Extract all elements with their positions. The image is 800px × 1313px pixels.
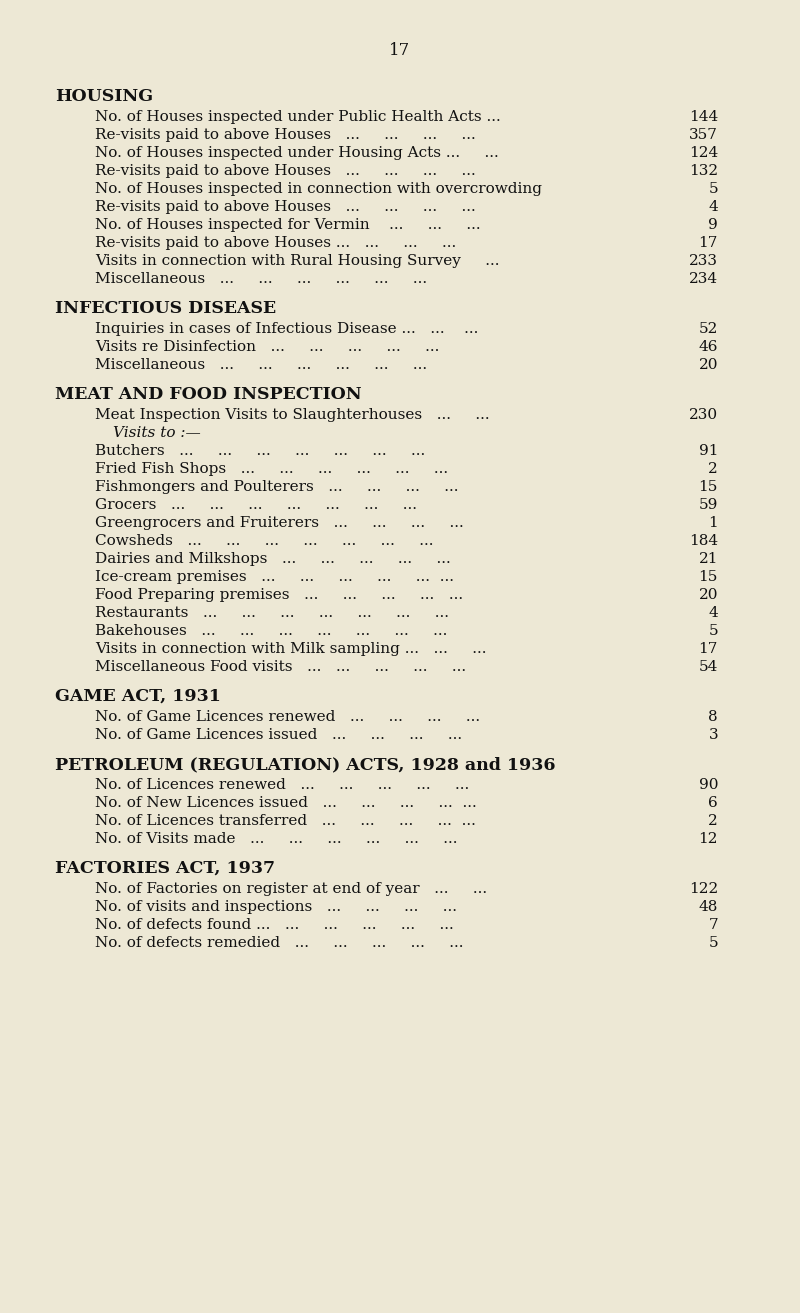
Text: HOUSING: HOUSING [55,88,153,105]
Text: Miscellaneous   ...     ...     ...     ...     ...     ...: Miscellaneous ... ... ... ... ... ... [95,272,427,286]
Text: Visits in connection with Rural Housing Survey     ...: Visits in connection with Rural Housing … [95,253,499,268]
Text: Re-visits paid to above Houses ...   ...     ...     ...: Re-visits paid to above Houses ... ... .… [95,236,456,249]
Text: 122: 122 [689,882,718,895]
Text: 15: 15 [698,481,718,494]
Text: 5: 5 [708,183,718,196]
Text: 8: 8 [708,710,718,723]
Text: 59: 59 [698,498,718,512]
Text: 21: 21 [698,551,718,566]
Text: FACTORIES ACT, 1937: FACTORIES ACT, 1937 [55,860,275,877]
Text: 5: 5 [708,624,718,638]
Text: No. of Game Licences issued   ...     ...     ...     ...: No. of Game Licences issued ... ... ... … [95,727,462,742]
Text: 54: 54 [698,660,718,674]
Text: 46: 46 [698,340,718,355]
Text: Ice-cream premises   ...     ...     ...     ...     ...  ...: Ice-cream premises ... ... ... ... ... .… [95,570,454,584]
Text: 5: 5 [708,936,718,951]
Text: No. of New Licences issued   ...     ...     ...     ...  ...: No. of New Licences issued ... ... ... .… [95,796,477,810]
Text: Restaurants   ...     ...     ...     ...     ...     ...     ...: Restaurants ... ... ... ... ... ... ... [95,607,449,620]
Text: No. of Licences renewed   ...     ...     ...     ...     ...: No. of Licences renewed ... ... ... ... … [95,779,470,792]
Text: Meat Inspection Visits to Slaughterhouses   ...     ...: Meat Inspection Visits to Slaughterhouse… [95,408,490,421]
Text: 1: 1 [708,516,718,530]
Text: Miscellaneous Food visits   ...   ...     ...     ...     ...: Miscellaneous Food visits ... ... ... ..… [95,660,466,674]
Text: 15: 15 [698,570,718,584]
Text: Visits in connection with Milk sampling ...   ...     ...: Visits in connection with Milk sampling … [95,642,486,656]
Text: 17: 17 [390,42,410,59]
Text: GAME ACT, 1931: GAME ACT, 1931 [55,688,221,705]
Text: Fried Fish Shops   ...     ...     ...     ...     ...     ...: Fried Fish Shops ... ... ... ... ... ... [95,462,448,477]
Text: 184: 184 [689,534,718,548]
Text: No. of defects found ...   ...     ...     ...     ...     ...: No. of defects found ... ... ... ... ...… [95,918,454,932]
Text: No. of Houses inspected under Housing Acts ...     ...: No. of Houses inspected under Housing Ac… [95,146,498,160]
Text: 4: 4 [708,607,718,620]
Text: Grocers   ...     ...     ...     ...     ...     ...     ...: Grocers ... ... ... ... ... ... ... [95,498,417,512]
Text: 20: 20 [698,588,718,601]
Text: 52: 52 [698,322,718,336]
Text: 90: 90 [698,779,718,792]
Text: 7: 7 [708,918,718,932]
Text: 132: 132 [689,164,718,179]
Text: Fishmongers and Poulterers   ...     ...     ...     ...: Fishmongers and Poulterers ... ... ... .… [95,481,458,494]
Text: INFECTIOUS DISEASE: INFECTIOUS DISEASE [55,299,276,316]
Text: 17: 17 [698,642,718,656]
Text: Food Preparing premises   ...     ...     ...     ...   ...: Food Preparing premises ... ... ... ... … [95,588,463,601]
Text: 6: 6 [708,796,718,810]
Text: Re-visits paid to above Houses   ...     ...     ...     ...: Re-visits paid to above Houses ... ... .… [95,127,476,142]
Text: PETROLEUM (REGULATION) ACTS, 1928 and 1936: PETROLEUM (REGULATION) ACTS, 1928 and 19… [55,756,555,773]
Text: Miscellaneous   ...     ...     ...     ...     ...     ...: Miscellaneous ... ... ... ... ... ... [95,358,427,372]
Text: Re-visits paid to above Houses   ...     ...     ...     ...: Re-visits paid to above Houses ... ... .… [95,200,476,214]
Text: No. of visits and inspections   ...     ...     ...     ...: No. of visits and inspections ... ... ..… [95,899,457,914]
Text: Dairies and Milkshops   ...     ...     ...     ...     ...: Dairies and Milkshops ... ... ... ... ..… [95,551,450,566]
Text: 144: 144 [689,110,718,123]
Text: 9: 9 [708,218,718,232]
Text: 12: 12 [698,832,718,846]
Text: 48: 48 [698,899,718,914]
Text: 17: 17 [698,236,718,249]
Text: Re-visits paid to above Houses   ...     ...     ...     ...: Re-visits paid to above Houses ... ... .… [95,164,476,179]
Text: 124: 124 [689,146,718,160]
Text: No. of Houses inspected under Public Health Acts ...: No. of Houses inspected under Public Hea… [95,110,501,123]
Text: No. of Visits made   ...     ...     ...     ...     ...     ...: No. of Visits made ... ... ... ... ... .… [95,832,458,846]
Text: MEAT AND FOOD INSPECTION: MEAT AND FOOD INSPECTION [55,386,362,403]
Text: 20: 20 [698,358,718,372]
Text: No. of defects remedied   ...     ...     ...     ...     ...: No. of defects remedied ... ... ... ... … [95,936,463,951]
Text: 3: 3 [708,727,718,742]
Text: Visits to :—: Visits to :— [113,425,201,440]
Text: No. of Houses inspected for Vermin    ...     ...     ...: No. of Houses inspected for Vermin ... .… [95,218,481,232]
Text: 234: 234 [689,272,718,286]
Text: 4: 4 [708,200,718,214]
Text: No. of Houses inspected in connection with overcrowding: No. of Houses inspected in connection wi… [95,183,542,196]
Text: Butchers   ...     ...     ...     ...     ...     ...     ...: Butchers ... ... ... ... ... ... ... [95,444,426,458]
Text: Bakehouses   ...     ...     ...     ...     ...     ...     ...: Bakehouses ... ... ... ... ... ... ... [95,624,447,638]
Text: No. of Licences transferred   ...     ...     ...     ...  ...: No. of Licences transferred ... ... ... … [95,814,476,829]
Text: No. of Game Licences renewed   ...     ...     ...     ...: No. of Game Licences renewed ... ... ...… [95,710,480,723]
Text: Inquiries in cases of Infectious Disease ...   ...    ...: Inquiries in cases of Infectious Disease… [95,322,478,336]
Text: 230: 230 [689,408,718,421]
Text: 2: 2 [708,814,718,829]
Text: No. of Factories on register at end of year   ...     ...: No. of Factories on register at end of y… [95,882,487,895]
Text: 357: 357 [689,127,718,142]
Text: 233: 233 [689,253,718,268]
Text: 91: 91 [698,444,718,458]
Text: Greengrocers and Fruiterers   ...     ...     ...     ...: Greengrocers and Fruiterers ... ... ... … [95,516,464,530]
Text: 2: 2 [708,462,718,477]
Text: Cowsheds   ...     ...     ...     ...     ...     ...     ...: Cowsheds ... ... ... ... ... ... ... [95,534,434,548]
Text: Visits re Disinfection   ...     ...     ...     ...     ...: Visits re Disinfection ... ... ... ... .… [95,340,439,355]
